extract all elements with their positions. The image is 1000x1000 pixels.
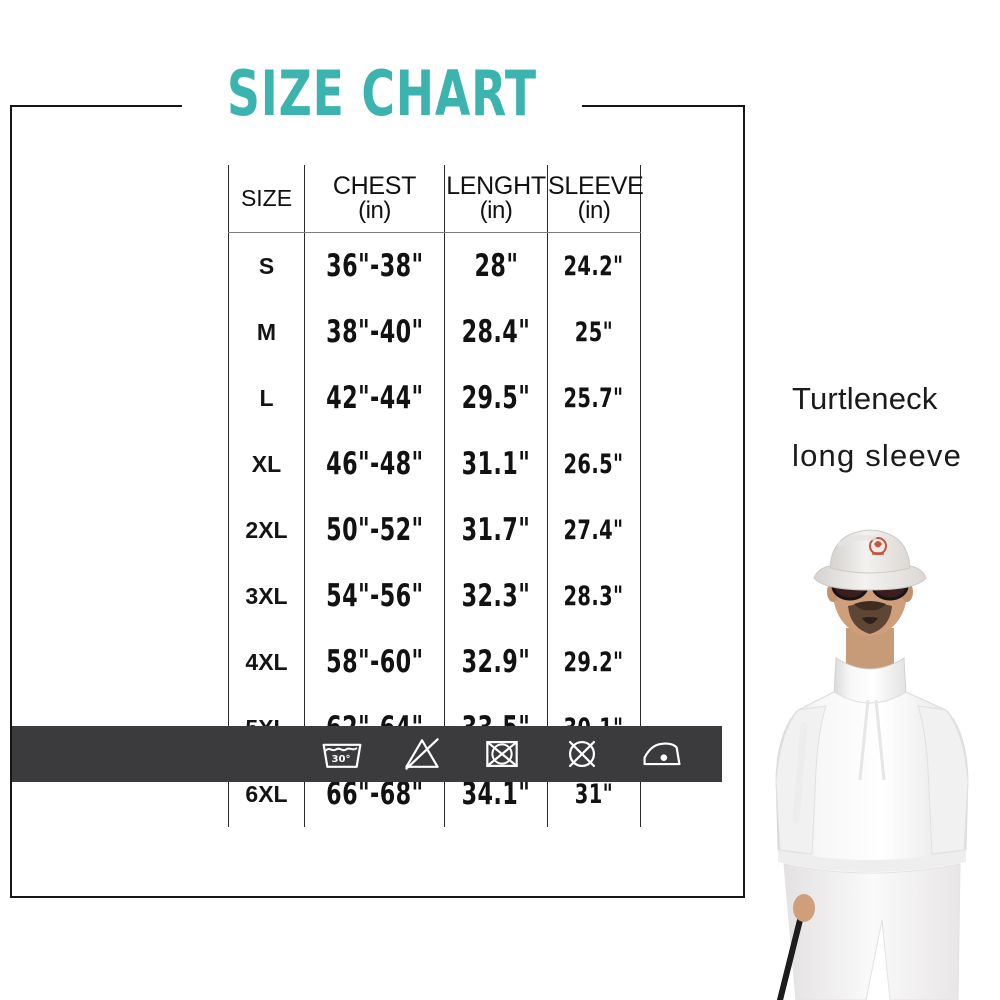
table-row: 4XL 58"-60" 32.9" 29.2" xyxy=(228,629,641,695)
cell-sleeve-value: 27.4" xyxy=(563,514,625,546)
do-not-dry-clean-icon xyxy=(568,740,596,768)
cell-size: 4XL xyxy=(228,629,305,695)
cell-length-value: 28.4" xyxy=(461,314,531,350)
cell-length: 32.9" xyxy=(444,629,548,695)
product-model-photo xyxy=(770,520,1000,1000)
product-name-line1: Turtleneck xyxy=(792,381,938,416)
cell-length: 31.7" xyxy=(444,497,548,563)
table-row: M 38"-40" 28.4" 25" xyxy=(228,299,641,365)
cell-length: 28" xyxy=(444,232,548,299)
cell-length-value: 28" xyxy=(474,248,518,284)
column-header-chest: CHEST (in) xyxy=(304,165,445,233)
bucket-hat-shape xyxy=(813,529,927,591)
table-row: L 42"-44" 29.5" 25.7" xyxy=(228,365,641,431)
wash-30-degrees-icon: 30° xyxy=(322,743,362,768)
cell-chest-value: 38"-40" xyxy=(325,314,424,350)
cell-chest: 42"-44" xyxy=(304,365,445,431)
table-header-row: SIZE CHEST (in) LENGHT (in) SLEEVE (in) xyxy=(228,165,644,233)
cell-size: 3XL xyxy=(228,563,305,629)
shirt-hem xyxy=(778,850,966,872)
cell-size: L xyxy=(228,365,305,431)
cell-sleeve-value: 28.3" xyxy=(563,580,625,612)
cell-size: M xyxy=(228,299,305,365)
cell-sleeve: 25" xyxy=(547,299,641,365)
table-row: 2XL 50"-52" 31.7" 27.4" xyxy=(228,497,641,563)
column-header-length-label: LENGHT xyxy=(446,171,546,200)
table-row: 3XL 54"-56" 32.3" 28.3" xyxy=(228,563,641,629)
cell-sleeve: 29.2" xyxy=(547,629,641,695)
moustache-shape xyxy=(854,601,886,611)
care-instructions-bar: 30° xyxy=(12,726,722,782)
cell-chest-value: 54"-56" xyxy=(325,578,424,614)
column-header-size-label: SIZE xyxy=(240,184,293,211)
model-illustration xyxy=(775,529,969,1000)
right-sleeve xyxy=(917,705,969,855)
cell-chest: 38"-40" xyxy=(304,299,445,365)
cell-chest-value: 42"-44" xyxy=(325,380,424,416)
cell-length-value: 32.9" xyxy=(461,644,531,680)
table-row: XL 46"-48" 31.1" 26.5" xyxy=(228,431,641,497)
neck-shape xyxy=(846,628,894,679)
column-header-length: LENGHT (in) xyxy=(444,165,548,233)
cell-chest: 54"-56" xyxy=(304,563,445,629)
cell-sleeve: 28.3" xyxy=(547,563,641,629)
cell-length-value: 31.7" xyxy=(461,512,531,548)
hand-shape xyxy=(793,894,815,922)
column-header-chest-unit: (in) xyxy=(358,197,391,225)
size-chart-table: SIZE CHEST (in) LENGHT (in) SLEEVE (in) … xyxy=(228,165,644,827)
cell-sleeve-value: 26.5" xyxy=(563,448,625,480)
cell-length-value: 32.3" xyxy=(461,578,531,614)
cell-length: 32.3" xyxy=(444,563,548,629)
cell-size: S xyxy=(228,232,305,299)
product-name: Turtleneck long sleeve xyxy=(792,370,992,485)
cell-length-value: 31.1" xyxy=(461,446,531,482)
cell-sleeve-value: 29.2" xyxy=(563,646,625,678)
cell-chest: 50"-52" xyxy=(304,497,445,563)
column-header-size: SIZE xyxy=(228,165,305,233)
golf-club-shape xyxy=(777,917,803,1000)
cell-length-value: 34.1" xyxy=(461,776,531,812)
cell-length: 31.1" xyxy=(444,431,548,497)
hat-logo-icon xyxy=(869,537,887,555)
trousers-shape xyxy=(783,863,961,1000)
cell-chest-value: 36"-38" xyxy=(325,248,424,284)
page-title-text: SIZE CHART xyxy=(227,57,537,130)
do-not-bleach-icon xyxy=(405,738,439,770)
cell-chest: 36"-38" xyxy=(304,232,445,299)
cell-length: 28.4" xyxy=(444,299,548,365)
iron-icon xyxy=(643,742,681,766)
cell-sleeve: 24.2" xyxy=(547,232,641,299)
cell-sleeve: 27.4" xyxy=(547,497,641,563)
cell-size: XL xyxy=(228,431,305,497)
cell-chest-value: 46"-48" xyxy=(325,446,424,482)
cell-sleeve-value: 25.7" xyxy=(563,382,625,414)
column-header-sleeve: SLEEVE (in) xyxy=(547,165,644,233)
cell-chest: 46"-48" xyxy=(304,431,445,497)
cell-chest: 58"-60" xyxy=(304,629,445,695)
do-not-tumble-dry-icon xyxy=(486,740,518,768)
cell-sleeve: 26.5" xyxy=(547,431,641,497)
cell-sleeve: 25.7" xyxy=(547,365,641,431)
column-header-sleeve-label: SLEEVE xyxy=(548,171,644,200)
cell-sleeve-value: 25" xyxy=(574,316,614,348)
product-name-line2: long sleeve xyxy=(792,438,963,474)
wash-temperature-label: 30° xyxy=(332,754,351,765)
cell-sleeve-value: 24.2" xyxy=(563,250,625,282)
column-header-length-unit: (in) xyxy=(479,197,513,225)
cell-length-value: 29.5" xyxy=(461,380,531,416)
cell-length: 29.5" xyxy=(444,365,548,431)
cell-size: 2XL xyxy=(228,497,305,563)
cell-chest-value: 50"-52" xyxy=(325,512,424,548)
cell-chest-value: 58"-60" xyxy=(325,644,424,680)
column-header-sleeve-unit: (in) xyxy=(577,197,611,225)
page-title: SIZE CHART xyxy=(182,58,582,130)
table-row: S 36"-38" 28" 24.2" xyxy=(228,232,641,299)
cell-sleeve-value: 31" xyxy=(574,778,614,810)
cell-chest-value: 66"-68" xyxy=(325,776,424,812)
column-header-chest-label: CHEST xyxy=(332,171,417,200)
